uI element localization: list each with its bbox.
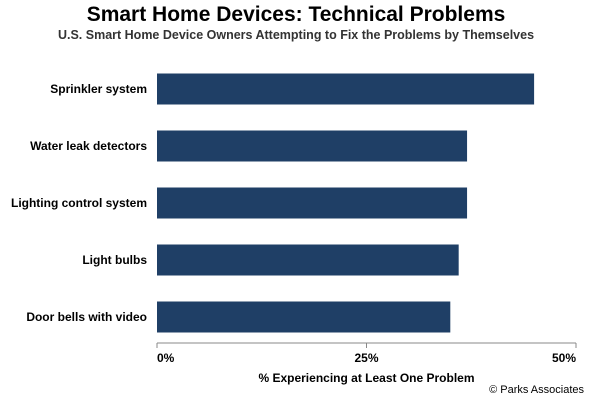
bar-2 (157, 187, 468, 219)
category-label-0: Sprinkler system (50, 82, 147, 96)
x-tick-label-2: 50% (552, 351, 576, 365)
category-label-2: Lighting control system (11, 196, 147, 210)
category-label-3: Light bulbs (82, 253, 147, 267)
x-tick-label-1: 25% (354, 351, 378, 365)
bar-1 (157, 130, 468, 162)
credit-text: © Parks Associates (489, 384, 584, 396)
category-label-1: Water leak detectors (30, 139, 147, 153)
category-labels: Sprinkler system Water leak detectors Ligh… (11, 82, 147, 324)
chart-title: Smart Home Devices: Technical Problems (86, 3, 506, 26)
x-axis-title: % Experiencing at Least One Problem (258, 371, 474, 385)
bar-4 (157, 301, 451, 333)
x-ticks: 0% 25% 50% (156, 343, 577, 365)
bars-group (157, 73, 535, 333)
chart-subtitle: U.S. Smart Home Device Owners Attempting… (57, 28, 535, 42)
bar-3 (157, 244, 459, 276)
bar-0 (157, 73, 535, 105)
category-label-4: Door bells with video (26, 310, 147, 324)
x-tick-label-0: 0% (157, 351, 175, 365)
